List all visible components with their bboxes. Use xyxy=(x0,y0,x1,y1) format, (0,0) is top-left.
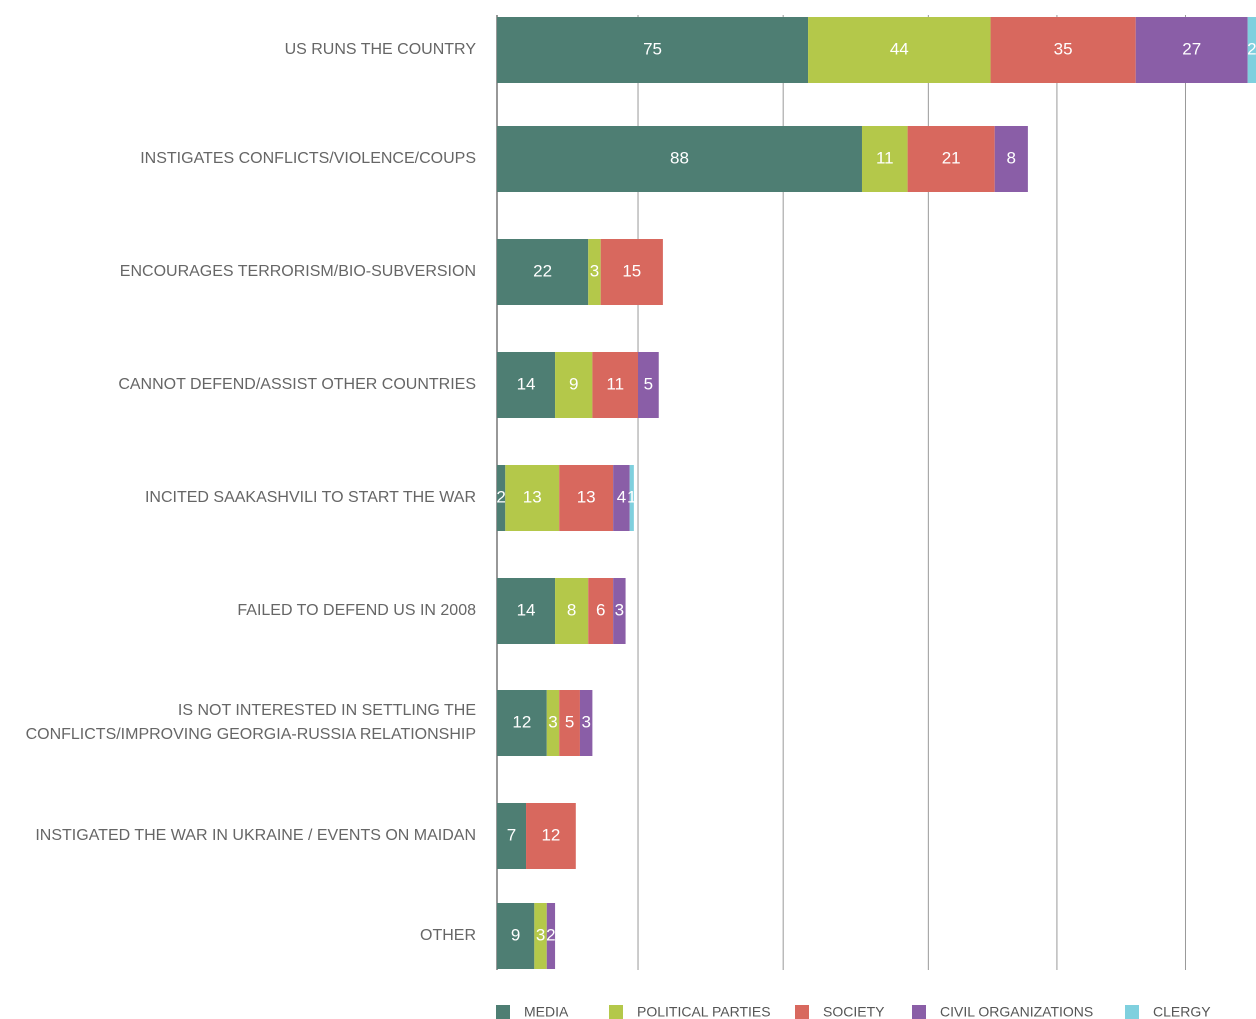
bar-segment xyxy=(497,126,862,192)
bar-segment xyxy=(600,239,663,305)
bar-segment xyxy=(629,465,634,531)
value-label: 9 xyxy=(569,374,578,393)
value-label: 44 xyxy=(890,39,909,58)
bar-segment xyxy=(808,17,991,83)
category-label: IS NOT INTERESTED IN SETTLING THE CONFLI… xyxy=(25,702,476,743)
bar-segment xyxy=(613,465,630,531)
bar-segment xyxy=(861,126,908,192)
value-label: 3 xyxy=(590,261,599,280)
bar-segment xyxy=(497,690,547,756)
value-label: 3 xyxy=(536,925,545,944)
legend-label: CLERGY xyxy=(1153,1004,1211,1019)
bar-segment xyxy=(534,903,547,969)
value-label: 8 xyxy=(1007,148,1016,167)
value-label: 15 xyxy=(622,261,641,280)
bar-segment xyxy=(592,352,639,418)
value-label: 13 xyxy=(523,487,542,506)
value-label: 7 xyxy=(507,825,516,844)
value-label: 27 xyxy=(1182,39,1201,58)
bar-segment xyxy=(1247,17,1256,83)
legend-swatch xyxy=(795,1005,809,1019)
legend-swatch xyxy=(496,1005,510,1019)
bar-segment xyxy=(546,903,556,969)
bar-segment xyxy=(559,690,580,756)
category-label: INCITED SAAKASHVILI TO START THE WAR xyxy=(144,489,476,506)
value-label: 13 xyxy=(577,487,596,506)
category-label: OTHER xyxy=(420,927,476,944)
bar-segment xyxy=(907,126,995,192)
category-label: ENCOURAGES TERRORISM/BIO-SUBVERSION xyxy=(119,263,476,280)
value-label: 2 xyxy=(1247,39,1256,58)
bar-segment xyxy=(638,352,659,418)
bar-segment xyxy=(546,690,560,756)
value-label: 6 xyxy=(596,600,605,619)
category-label: FAILED TO DEFEND US IN 2008 xyxy=(237,602,476,619)
value-label: 3 xyxy=(581,712,590,731)
bar-segment xyxy=(555,352,593,418)
bar-segment xyxy=(588,239,601,305)
legend-swatch xyxy=(1125,1005,1139,1019)
value-label: 2 xyxy=(496,487,505,506)
category-label: INSTIGATES CONFLICTS/VIOLENCE/COUPS xyxy=(140,150,476,167)
bar-segment xyxy=(579,690,593,756)
bar-segment xyxy=(497,239,589,305)
legend-swatch xyxy=(609,1005,623,1019)
value-label: 88 xyxy=(670,148,689,167)
bar-segment xyxy=(497,803,527,869)
value-label: 35 xyxy=(1054,39,1073,58)
bar-segment xyxy=(497,352,556,418)
bar-segment xyxy=(497,465,506,531)
value-label: 12 xyxy=(512,712,531,731)
value-label: 14 xyxy=(517,600,536,619)
category-label: INSTIGATED THE WAR IN UKRAINE / EVENTS O… xyxy=(35,827,476,844)
bar-segment xyxy=(1135,17,1248,83)
legend-label: CIVIL ORGANIZATIONS xyxy=(940,1004,1093,1019)
value-label: 3 xyxy=(615,600,624,619)
value-label: 4 xyxy=(617,487,626,506)
category-label: CANNOT DEFEND/ASSIST OTHER COUNTRIES xyxy=(118,376,476,393)
value-label: 2 xyxy=(546,925,555,944)
value-label: 9 xyxy=(511,925,520,944)
value-label: 21 xyxy=(942,148,961,167)
category-label: US RUNS THE COUNTRY xyxy=(284,41,476,58)
value-label: 5 xyxy=(644,374,653,393)
bar-segment xyxy=(497,903,535,969)
bar-segment xyxy=(555,578,589,644)
value-label: 3 xyxy=(548,712,557,731)
legend-label: MEDIA xyxy=(524,1004,569,1019)
bar-segment xyxy=(990,17,1136,83)
bar-segment xyxy=(588,578,614,644)
bar-segment xyxy=(994,126,1028,192)
bar-segment xyxy=(497,578,556,644)
bar-segment xyxy=(497,17,809,83)
bar-segment xyxy=(559,465,614,531)
value-label: 11 xyxy=(876,148,894,167)
value-label: 5 xyxy=(565,712,574,731)
value-label: 1 xyxy=(627,487,636,506)
value-label: 75 xyxy=(643,39,662,58)
value-label: 12 xyxy=(541,825,560,844)
legend-label: SOCIETY xyxy=(823,1004,885,1019)
value-label: 11 xyxy=(606,374,624,393)
value-label: 22 xyxy=(533,261,552,280)
legend-swatch xyxy=(912,1005,926,1019)
value-label: 8 xyxy=(567,600,576,619)
legend-label: POLITICAL PARTIES xyxy=(637,1004,771,1019)
bar-segment xyxy=(613,578,626,644)
bar-segment xyxy=(505,465,560,531)
bar-segment xyxy=(526,803,576,869)
value-label: 14 xyxy=(517,374,536,393)
